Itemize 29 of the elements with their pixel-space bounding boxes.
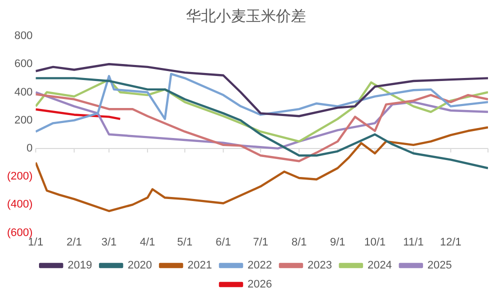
x-tick-label: 1/1 bbox=[28, 236, 44, 248]
legend-label: 2024 bbox=[367, 260, 392, 272]
legend-label: 2019 bbox=[68, 260, 92, 272]
y-tick-label: 800 bbox=[14, 30, 33, 42]
legend-label: 2025 bbox=[427, 260, 452, 272]
legend-label: 2021 bbox=[188, 260, 212, 272]
x-tick-label: 5/1 bbox=[177, 236, 192, 248]
legend-label: 2022 bbox=[248, 260, 272, 272]
x-tick-label: 4/1 bbox=[140, 236, 156, 248]
chart-title: 华北小麦玉米价差 bbox=[186, 6, 306, 25]
x-tick-label: 9/1 bbox=[330, 236, 346, 248]
y-tick-label: (200) bbox=[6, 170, 33, 183]
x-tick-label: 2/1 bbox=[66, 236, 82, 248]
y-tick-label: 600 bbox=[14, 58, 33, 70]
y-tick-label: 0 bbox=[26, 142, 33, 154]
legend-label: 2026 bbox=[248, 278, 272, 291]
x-tick-label: 7/1 bbox=[252, 236, 268, 248]
legend-label: 2020 bbox=[128, 260, 152, 272]
x-tick-label: 6/1 bbox=[216, 236, 231, 248]
y-tick-label: 400 bbox=[14, 86, 33, 98]
y-tick-label: (400) bbox=[6, 198, 33, 211]
y-tick-label: 200 bbox=[14, 114, 33, 126]
x-tick-label: 10/1 bbox=[364, 236, 386, 248]
legend-label: 2023 bbox=[307, 260, 332, 272]
x-tick-label: 8/1 bbox=[291, 236, 307, 248]
x-tick-label: 11/1 bbox=[403, 236, 424, 248]
x-tick-label: 12/1 bbox=[440, 236, 462, 248]
x-tick-label: 3/1 bbox=[101, 236, 117, 248]
y-tick-label: (600) bbox=[6, 226, 33, 239]
